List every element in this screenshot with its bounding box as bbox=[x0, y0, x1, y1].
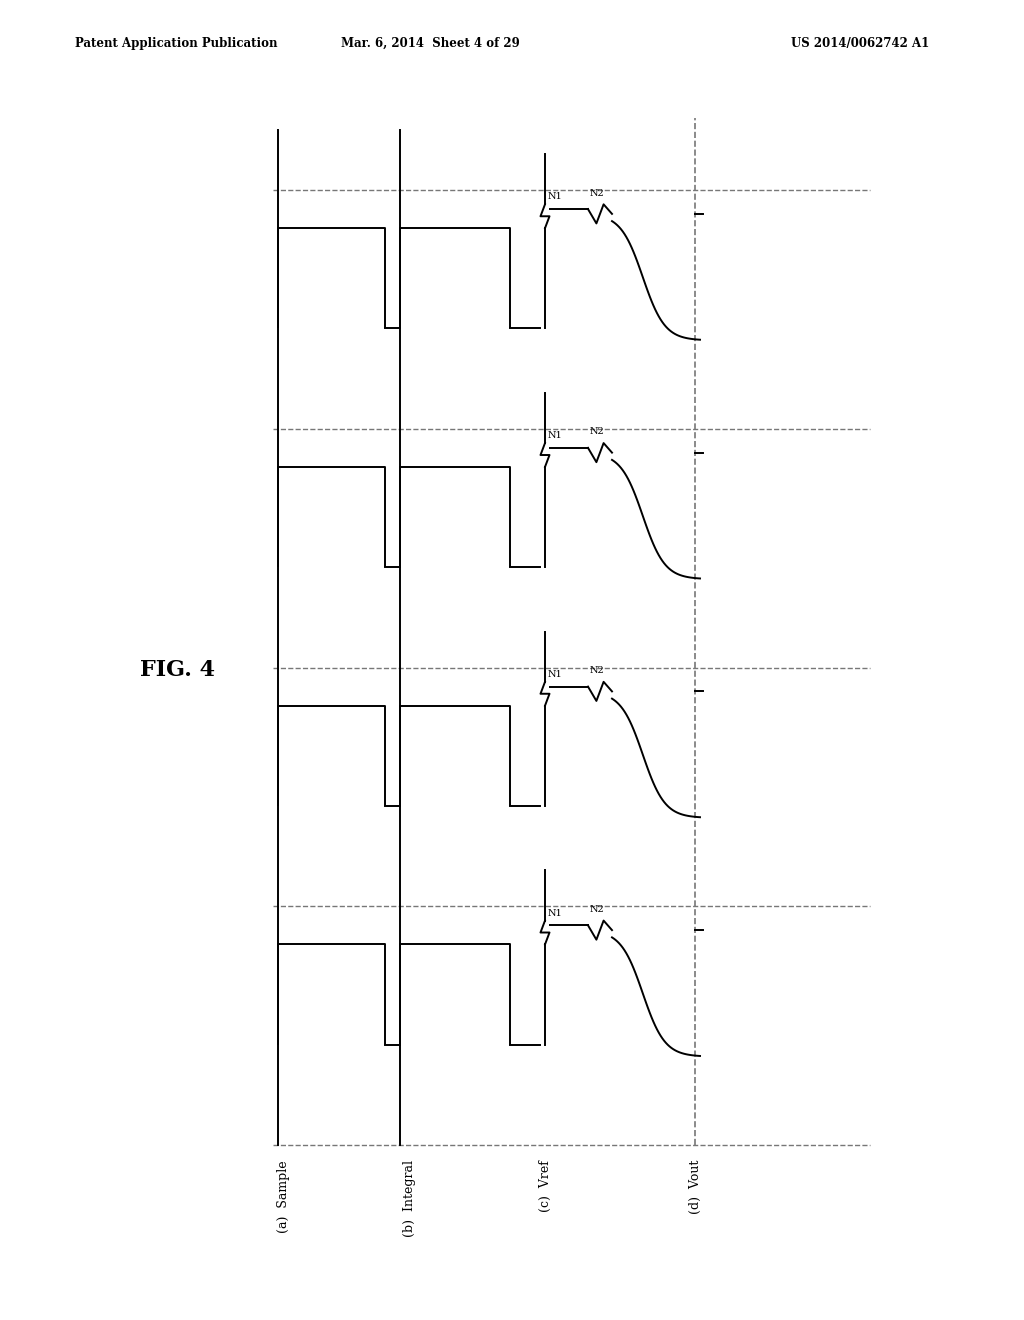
Text: Mar. 6, 2014  Sheet 4 of 29: Mar. 6, 2014 Sheet 4 of 29 bbox=[341, 37, 519, 50]
Text: N2: N2 bbox=[590, 189, 605, 198]
Text: (a)  Sample: (a) Sample bbox=[276, 1160, 290, 1233]
Text: N2: N2 bbox=[590, 428, 605, 437]
Text: Patent Application Publication: Patent Application Publication bbox=[75, 37, 278, 50]
Text: FIG. 4: FIG. 4 bbox=[140, 659, 215, 681]
Text: (c)  Vref: (c) Vref bbox=[539, 1160, 552, 1212]
Text: N2: N2 bbox=[590, 667, 605, 675]
Text: N1: N1 bbox=[548, 193, 563, 202]
Text: US 2014/0062742 A1: US 2014/0062742 A1 bbox=[791, 37, 929, 50]
Text: (d)  Vout: (d) Vout bbox=[688, 1160, 701, 1214]
Text: N1: N1 bbox=[548, 432, 563, 440]
Text: N2: N2 bbox=[590, 904, 605, 913]
Text: N1: N1 bbox=[548, 669, 563, 678]
Text: (b)  Integral: (b) Integral bbox=[403, 1160, 417, 1237]
Text: N1: N1 bbox=[548, 908, 563, 917]
